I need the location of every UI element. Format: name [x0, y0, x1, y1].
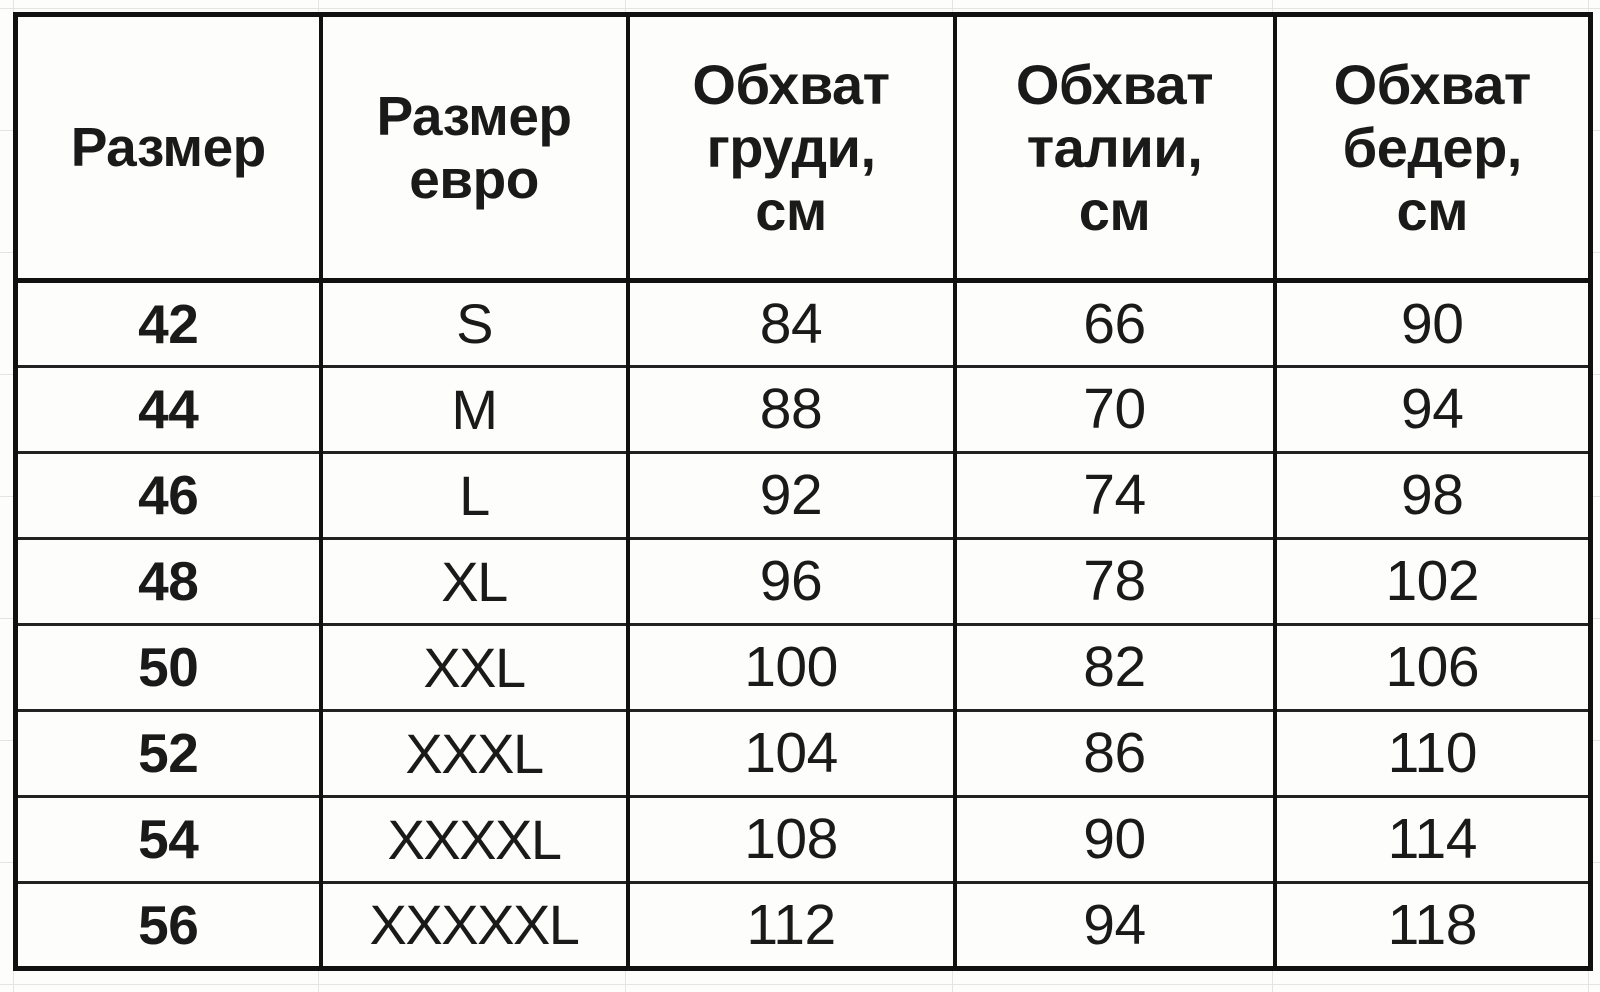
cell-hips: 98: [1272, 451, 1593, 539]
table-body: 42 S 84 66 90 44 M 88 70 94 46 L 92 74 98 48 XL 96 78 102 50…: [13, 280, 1593, 969]
table-row: 46 L 92 74 98: [13, 451, 1593, 539]
table-header: Размер Размер евро Обхват груди, см Обхв…: [13, 14, 1593, 283]
background-gridline-horizontal-0: [0, 8, 1600, 9]
cell-chest: 92: [625, 451, 957, 539]
cell-size: 50: [13, 623, 323, 711]
table-row: 56 XXXXXL 112 94 118: [13, 881, 1593, 969]
cell-chest: 84: [625, 280, 957, 367]
column-header-euro-size: Размер евро: [318, 14, 630, 283]
header-row: Размер Размер евро Обхват груди, см Обхв…: [13, 14, 1593, 283]
cell-hips: 102: [1272, 537, 1593, 625]
cell-euro: XXXXL: [318, 795, 630, 883]
cell-size: 48: [13, 537, 323, 625]
column-header-size: Размер: [13, 14, 323, 283]
column-header-chest: Обхват груди, см: [625, 14, 957, 283]
cell-hips: 106: [1272, 623, 1593, 711]
cell-chest: 88: [625, 365, 957, 453]
cell-euro: S: [318, 280, 630, 367]
cell-waist: 90: [952, 795, 1277, 883]
cell-size: 46: [13, 451, 323, 539]
background-gridline-horizontal-8: [0, 984, 1600, 985]
cell-waist: 78: [952, 537, 1277, 625]
table-row: 50 XXL 100 82 106: [13, 623, 1593, 711]
cell-size: 42: [13, 280, 323, 367]
table-row: 54 XXXXL 108 90 114: [13, 795, 1593, 883]
cell-size: 44: [13, 365, 323, 453]
column-header-hips: Обхват бедер, см: [1272, 14, 1593, 283]
size-chart-container: Размер Размер евро Обхват груди, см Обхв…: [13, 12, 1593, 971]
cell-waist: 82: [952, 623, 1277, 711]
cell-hips: 118: [1272, 881, 1593, 969]
cell-euro: XL: [318, 537, 630, 625]
table-row: 52 XXXL 104 86 110: [13, 709, 1593, 797]
cell-size: 56: [13, 881, 323, 969]
cell-chest: 112: [625, 881, 957, 969]
cell-waist: 70: [952, 365, 1277, 453]
cell-chest: 96: [625, 537, 957, 625]
cell-chest: 104: [625, 709, 957, 797]
cell-euro: L: [318, 451, 630, 539]
cell-waist: 86: [952, 709, 1277, 797]
table-row: 42 S 84 66 90: [13, 280, 1593, 367]
column-header-waist: Обхват талии, см: [952, 14, 1277, 283]
cell-chest: 108: [625, 795, 957, 883]
table-row: 48 XL 96 78 102: [13, 537, 1593, 625]
cell-euro: XXXL: [318, 709, 630, 797]
cell-waist: 74: [952, 451, 1277, 539]
size-chart-table: Размер Размер евро Обхват груди, см Обхв…: [13, 12, 1593, 971]
table-row: 44 M 88 70 94: [13, 365, 1593, 453]
cell-hips: 110: [1272, 709, 1593, 797]
cell-hips: 94: [1272, 365, 1593, 453]
cell-chest: 100: [625, 623, 957, 711]
cell-size: 52: [13, 709, 323, 797]
cell-waist: 66: [952, 280, 1277, 367]
cell-euro: XXL: [318, 623, 630, 711]
cell-euro: XXXXXL: [318, 881, 630, 969]
cell-euro: M: [318, 365, 630, 453]
cell-hips: 114: [1272, 795, 1593, 883]
cell-hips: 90: [1272, 280, 1593, 367]
cell-waist: 94: [952, 881, 1277, 969]
cell-size: 54: [13, 795, 323, 883]
